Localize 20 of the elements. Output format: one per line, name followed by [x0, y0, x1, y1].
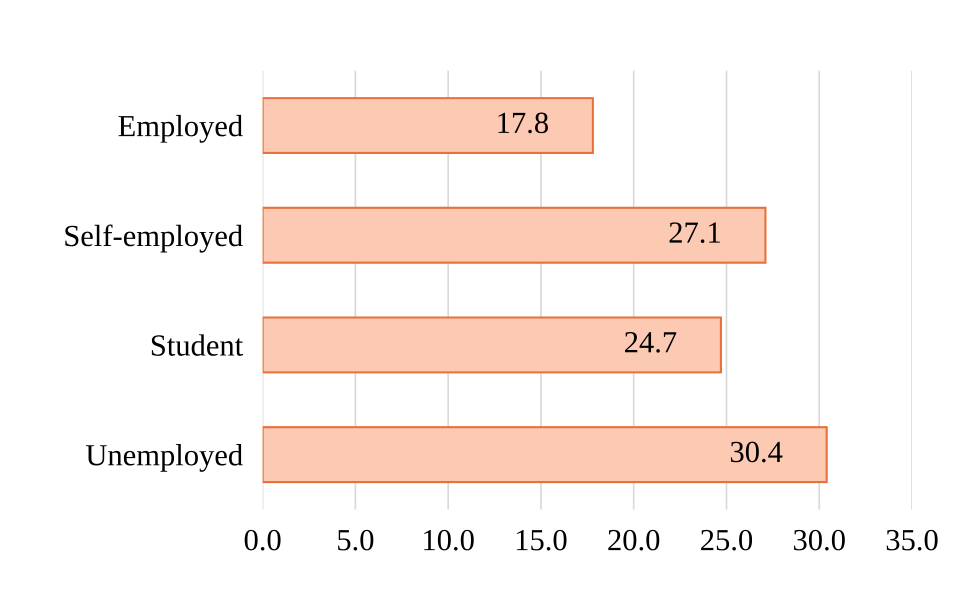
x-tick-label: 15.0	[516, 530, 567, 551]
y-tick-label: Employed	[118, 114, 243, 143]
data-label: 30.4	[730, 442, 782, 462]
x-tick-label: 35.0	[886, 530, 938, 551]
y-tick-label: Student	[152, 334, 244, 356]
x-tick-label: 10.0	[424, 530, 474, 551]
bar	[262, 97, 594, 154]
x-tick-label: 0.0	[244, 530, 281, 551]
bar	[262, 426, 828, 484]
x-tick-label: 30.0	[794, 530, 845, 551]
data-label: 27.1	[670, 222, 720, 244]
y-tick-label: Unemployed	[86, 444, 243, 472]
bar	[262, 206, 766, 264]
x-tick-label: 5.0	[338, 530, 374, 551]
x-tick-label: 20.0	[608, 530, 660, 551]
data-label: 24.7	[625, 332, 676, 353]
x-tick-label: 25.0	[701, 530, 752, 551]
y-tick-label: Self-employed	[65, 224, 243, 253]
data-label: 17.8	[498, 112, 548, 134]
bar	[262, 316, 722, 374]
